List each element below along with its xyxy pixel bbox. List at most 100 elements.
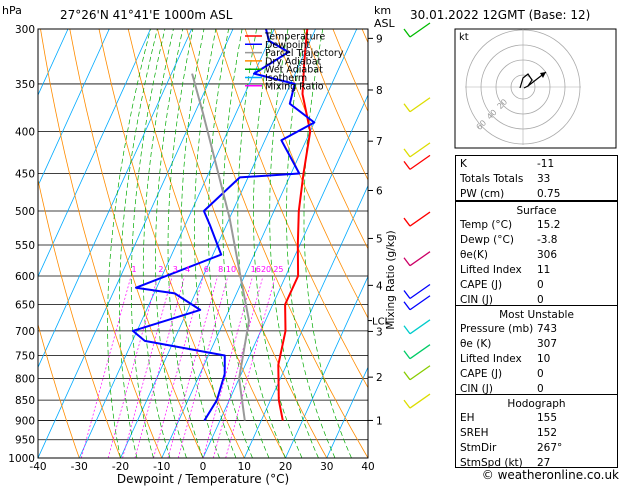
isotherm-line xyxy=(285,275,368,458)
pressure-tick-label: 500 xyxy=(15,206,35,218)
table-row: StmDir 267° xyxy=(459,441,617,455)
row-key: θe (K) xyxy=(460,338,492,350)
row-value: -11 xyxy=(537,158,555,170)
isotherm-line xyxy=(161,29,358,458)
wind-barb xyxy=(409,283,431,300)
pressure-tick-label: 1000 xyxy=(8,453,35,465)
pressure-tick-label: 350 xyxy=(15,79,35,91)
row-key: CAPE (J) xyxy=(460,279,503,291)
isotherm-line xyxy=(202,94,368,458)
dry-adiabat xyxy=(625,29,629,458)
mixing-ratio-line xyxy=(177,275,229,458)
row-value: 0 xyxy=(537,368,544,380)
mixing-ratio-line xyxy=(107,275,159,458)
km-tick-label: 3 xyxy=(376,326,383,338)
mixing-ratio-label: 8 xyxy=(218,265,223,274)
x-axis-label: Dewpoint / Temperature (°C) xyxy=(117,472,289,486)
table-row: K -11 xyxy=(459,157,617,171)
hodograph-table-title: Hodograph xyxy=(507,398,566,410)
row-value: 0 xyxy=(537,383,544,395)
wet-adiabat xyxy=(119,29,158,458)
temperature-tick-label: 30 xyxy=(320,461,333,473)
mixing-ratio-line xyxy=(134,275,186,458)
temperature-ticks: -40 -30 -20 -10 0 10 20 30 40 xyxy=(29,461,374,473)
dry-adiabat xyxy=(303,29,368,181)
wet-adiabat xyxy=(142,29,174,458)
temperature-tick-label: 0 xyxy=(200,461,207,473)
wind-barb xyxy=(409,154,431,170)
mixing-ratio-label: 1 xyxy=(132,265,137,274)
pressure-tick-label: 800 xyxy=(15,373,35,385)
wet-adiabat xyxy=(130,29,166,458)
wind-barb-flag xyxy=(403,371,411,381)
footer-copyright[interactable]: © weatheronline.co.uk xyxy=(481,468,619,482)
row-key: StmDir xyxy=(460,442,497,454)
wind-barb xyxy=(409,22,431,38)
wind-barb-flag xyxy=(403,257,411,267)
dry-adiabat xyxy=(38,178,121,458)
row-key: Lifted Index xyxy=(460,264,522,276)
temperature-tick-label: 20 xyxy=(279,461,292,473)
mixing-ratio-label: 20 xyxy=(261,265,271,274)
dry-adiabat xyxy=(157,29,328,458)
dry-adiabat xyxy=(127,29,286,458)
pressure-tick-label: 550 xyxy=(15,240,35,252)
hodograph-arrowhead xyxy=(540,72,546,78)
row-value: 10 xyxy=(537,353,551,365)
surface-title: Surface xyxy=(516,205,557,217)
row-key: Temp (°C) xyxy=(460,219,513,231)
pressure-tick-label: 750 xyxy=(15,350,35,362)
table-row: CAPE (J) 0 xyxy=(459,278,617,292)
mixing-ratio-line xyxy=(167,275,219,458)
temperature-tick-label: -20 xyxy=(112,461,129,473)
row-value: 15.2 xyxy=(537,219,561,231)
row-value: 0 xyxy=(537,294,544,306)
pressure-tick-label: 450 xyxy=(15,168,35,180)
lcl-label: LCL xyxy=(372,317,391,328)
series-dewpoint xyxy=(131,29,316,422)
series-parcel-trajectory xyxy=(191,73,250,421)
wind-barb-flag xyxy=(403,217,411,227)
row-key: PW (cm) xyxy=(460,188,505,200)
dry-adiabat xyxy=(38,322,80,458)
hodograph-table-box: Hodograph EH 155 SREH 152 StmDir 267° StmSpd (… xyxy=(455,394,618,469)
km-tick-label: 9 xyxy=(376,33,383,45)
wind-barb-flag xyxy=(403,28,411,38)
km-tick-label: 4 xyxy=(376,280,383,292)
table-row: θe (K) 307 xyxy=(459,337,617,351)
wind-barb xyxy=(409,344,431,360)
legend-label: Dry Adiabat xyxy=(265,56,322,67)
row-key: Totals Totals xyxy=(460,173,524,185)
table-row: θe(K) 306 xyxy=(459,248,617,262)
row-key: Dewp (°C) xyxy=(460,234,514,246)
table-row: SREH 152 xyxy=(459,426,617,440)
wind-barb xyxy=(409,211,431,227)
asl-unit-label: ASL xyxy=(374,17,396,30)
wind-barb-flag xyxy=(403,399,411,409)
mixing-ratio-label: 16 xyxy=(251,265,261,274)
row-key: Pressure (mb) xyxy=(460,323,534,335)
km-tick-label: 8 xyxy=(376,85,383,97)
row-value: 27 xyxy=(537,457,551,469)
mixing-ratio-label: 6 xyxy=(204,265,209,274)
hodograph-unit: kt xyxy=(459,32,469,43)
row-value: 307 xyxy=(537,338,558,350)
row-key: Lifted Index xyxy=(460,353,522,365)
wet-adiabat xyxy=(180,29,220,458)
isotherm-line xyxy=(326,366,368,458)
wind-barbs xyxy=(403,22,431,409)
pressure-tick-label: 650 xyxy=(15,300,35,312)
wind-barb-flag xyxy=(403,350,411,360)
isotherm-line xyxy=(78,29,275,458)
km-tick-label: 5 xyxy=(376,233,383,245)
table-row: EH 155 xyxy=(459,411,617,425)
row-value: 743 xyxy=(537,323,558,335)
table-row: CIN (J) 0 xyxy=(459,293,617,307)
temperature-tick-label: 40 xyxy=(361,461,374,473)
wind-barb xyxy=(409,251,431,267)
table-row: PW (cm) 0.75 xyxy=(459,187,617,201)
mixing-ratio-labels: 1 2 3 4 6 8 10 16 20 25 xyxy=(132,265,284,274)
wind-barb xyxy=(409,295,431,311)
km-ticks: 1 2 3 4 5 6 7 8 9 xyxy=(368,33,383,427)
